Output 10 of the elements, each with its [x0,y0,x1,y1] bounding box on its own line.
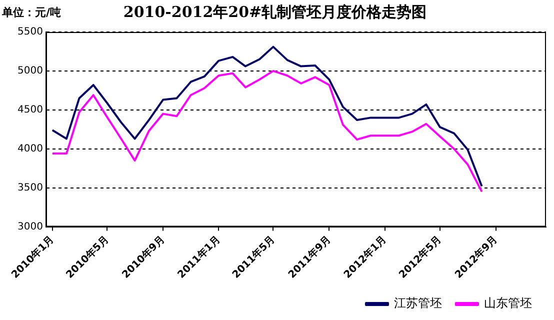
y-axis-title: 单位：元/吨 [1,6,62,19]
y-tick-label: 4000 [18,143,43,154]
legend-label: 江苏管坯 [394,296,442,310]
y-tick-label: 4500 [18,104,43,116]
y-tick-label: 3500 [18,182,43,194]
y-tick-label: 5000 [18,66,43,77]
chart-title: 2010-2012年20#轧制管坯月度价格走势图 [123,2,427,21]
y-tick-label: 5500 [18,26,43,38]
y-tick-label: 3000 [18,221,43,232]
legend-label: 山东管坯 [484,296,532,310]
